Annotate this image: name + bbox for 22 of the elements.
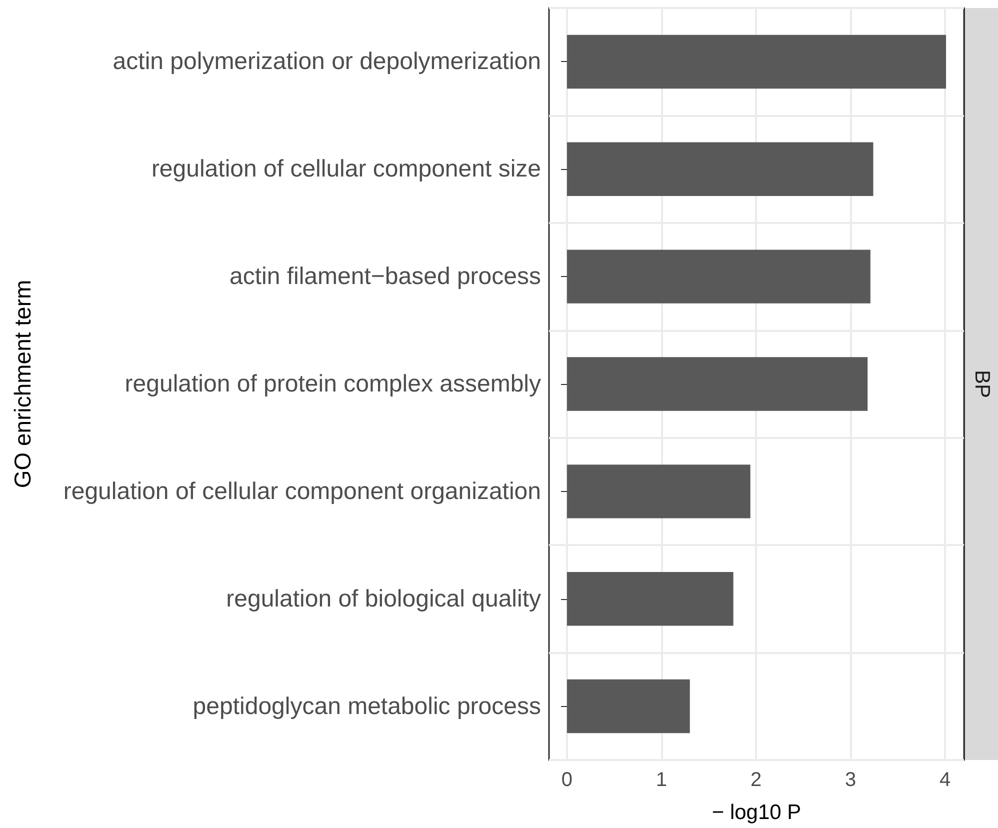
bar (566, 357, 868, 411)
bar (566, 679, 690, 734)
x-axis-title: − log10 P (712, 801, 802, 824)
y-tick-label: regulation of biological quality (226, 585, 541, 612)
y-tick-label: regulation of cellular component organization (63, 478, 541, 505)
bar (566, 34, 946, 89)
y-tick-label: actin filament−based process (229, 263, 541, 290)
x-tick-label: 3 (845, 769, 856, 791)
y-axis-title: GO enrichment term (10, 280, 36, 488)
y-tick-label: regulation of cellular component size (151, 156, 541, 183)
x-tick-label: 0 (561, 769, 573, 791)
x-tick-label: 4 (940, 769, 951, 791)
bar (566, 572, 734, 626)
y-tick-label: peptidoglycan metabolic process (192, 692, 541, 720)
bar (566, 142, 874, 196)
x-tick-label: 2 (750, 769, 762, 791)
y-tick-label: regulation of protein complex assembly (124, 370, 541, 398)
facet-strip: BP (964, 8, 998, 760)
y-tick-label: actin polymerization or depolymerization (112, 48, 541, 76)
x-tick-label: 1 (656, 769, 668, 791)
bar (566, 464, 750, 518)
bar (566, 250, 870, 304)
